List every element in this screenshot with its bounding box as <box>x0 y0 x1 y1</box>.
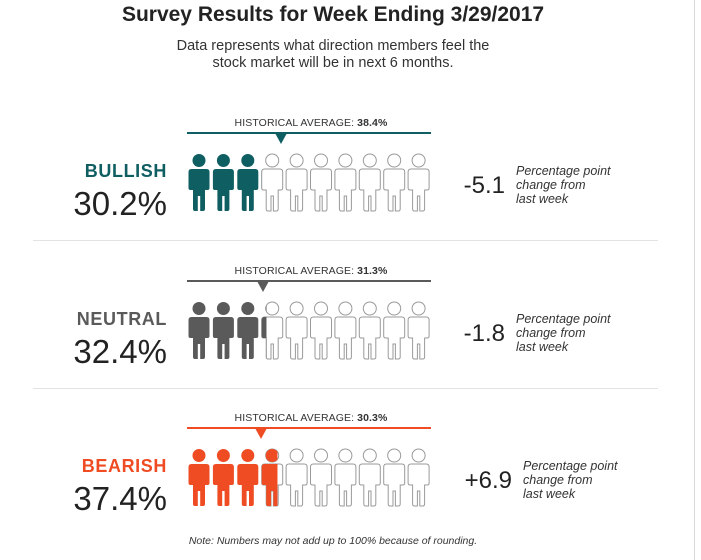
chart-subtitle: Data represents what direction members f… <box>0 38 666 72</box>
person-icon <box>310 301 332 360</box>
historical-average-line <box>187 427 431 429</box>
right-border-line <box>694 0 695 560</box>
person-icon <box>285 301 308 360</box>
change-note: Percentage point change from last week <box>523 459 618 501</box>
bearish-row: HISTORICAL AVERAGE: 30.3% BEARISH 37.4% … <box>0 403 701 551</box>
category-value: 30.2% <box>73 185 167 222</box>
category-name: BEARISH <box>81 456 167 476</box>
person-icon <box>407 301 430 360</box>
historical-average-value: 38.4% <box>357 117 388 129</box>
change-note: Percentage point change from last week <box>516 312 611 354</box>
change-value: -1.8 <box>463 320 505 347</box>
change-value: +6.9 <box>464 467 512 494</box>
person-icon <box>383 448 406 507</box>
person-icon <box>188 449 210 506</box>
person-icon <box>334 153 357 212</box>
person-icon <box>261 301 284 360</box>
subtitle-line-1: Data represents what direction members f… <box>176 38 490 54</box>
person-icon <box>212 302 234 359</box>
subtitle-line-2: stock market will be in next 6 months. <box>212 55 454 71</box>
person-icon-partial-fill <box>261 305 267 359</box>
historical-average-marker <box>254 428 267 439</box>
historical-average-label: HISTORICAL AVERAGE: 38.4% <box>234 117 388 129</box>
person-icon <box>212 154 234 211</box>
person-icon-partial-fill <box>261 449 278 506</box>
person-icon <box>310 153 332 212</box>
person-icon <box>358 153 381 212</box>
person-icon <box>358 301 381 360</box>
person-icon <box>188 302 210 359</box>
category-name: BULLISH <box>84 161 167 181</box>
historical-average-value: 30.3% <box>357 412 388 424</box>
historical-average-label: HISTORICAL AVERAGE: 30.3% <box>234 412 388 424</box>
person-icon <box>310 448 332 507</box>
person-icons <box>188 301 430 360</box>
category-value: 32.4% <box>73 333 167 370</box>
historical-average-line <box>187 280 431 282</box>
category-value: 37.4% <box>73 480 167 517</box>
person-icon <box>261 153 284 212</box>
person-icon <box>383 301 406 360</box>
historical-average-marker <box>274 133 287 144</box>
person-icon <box>261 448 284 507</box>
person-icon <box>237 154 259 211</box>
person-icon <box>383 153 406 212</box>
person-icon <box>407 153 430 212</box>
bullish-row: HISTORICAL AVERAGE: 38.4% BULLISH 30.2% … <box>0 108 701 256</box>
person-icon <box>334 301 357 360</box>
change-value: -5.1 <box>463 172 505 199</box>
change-note: Percentage point change from last week <box>516 164 611 206</box>
historical-average-value: 31.3% <box>357 265 388 277</box>
person-icon <box>212 449 234 506</box>
historical-average-line <box>187 132 431 134</box>
person-icons <box>188 448 430 507</box>
footnote: Note: Numbers may not add up to 100% bec… <box>188 535 478 547</box>
person-icon <box>407 448 430 507</box>
person-icon <box>285 448 308 507</box>
person-icon <box>285 153 308 212</box>
historical-average-label: HISTORICAL AVERAGE: 31.3% <box>234 265 388 277</box>
chart-title: Survey Results for Week Ending 3/29/2017 <box>121 3 545 26</box>
row-divider <box>33 388 658 389</box>
historical-average-marker <box>257 281 270 292</box>
person-icon <box>237 449 259 506</box>
row-divider <box>33 240 658 241</box>
person-icon <box>188 154 210 211</box>
person-icon <box>358 448 381 507</box>
person-icon <box>334 448 357 507</box>
category-name: NEUTRAL <box>76 309 167 329</box>
person-icons <box>188 153 430 212</box>
neutral-row: HISTORICAL AVERAGE: 31.3% NEUTRAL 32.4% … <box>0 256 701 404</box>
person-icon <box>237 302 259 359</box>
